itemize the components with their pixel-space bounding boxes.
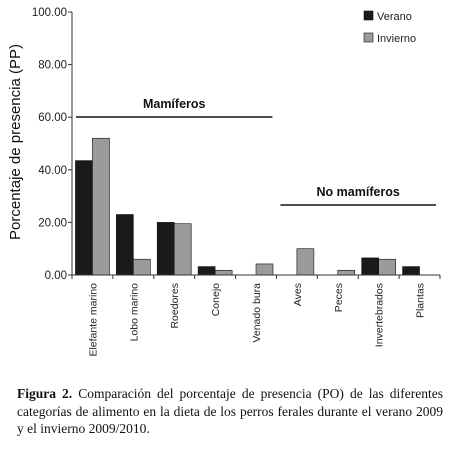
caption-text: Comparación del porcentaje de presencia … [17, 386, 444, 436]
legend-swatch [363, 32, 374, 43]
bar-verano-0 [75, 160, 93, 276]
legend-label: Invierno [377, 33, 416, 45]
y-tick-label: 0.00 [45, 270, 67, 282]
y-tick-label: 60.00 [38, 112, 67, 124]
x-tick-label: Plantas [415, 283, 427, 318]
x-tick-label: Aves [292, 283, 304, 306]
x-tick-label: Elefante marino [87, 283, 99, 357]
bar-chart: 0.00 20.00 40.00 60.00 80.00 100.00 Elefante … [7, 7, 441, 357]
x-tick-label: Peces [333, 283, 345, 312]
y-tick-label: 100.00 [32, 7, 67, 19]
x-tick-label: Lobo marino [128, 283, 140, 342]
bar-verano-8 [402, 266, 420, 276]
bars [75, 137, 420, 276]
y-axis: 0.00 20.00 40.00 60.00 80.00 100.00 [32, 7, 73, 282]
bar-invierno-4 [255, 263, 274, 276]
bar-invierno-0 [92, 137, 110, 276]
legend-swatch [363, 10, 374, 21]
group-label: Mamíferos [143, 97, 206, 111]
bar-verano-2 [156, 222, 175, 276]
x-axis: Elefante marino Lobo marino Roedores Conejo… [71, 274, 441, 357]
bar-invierno-2 [173, 223, 192, 276]
group-label: No mamíferos [317, 185, 400, 199]
x-tick-label: Conejo [210, 283, 222, 316]
y-tick-label: 40.00 [38, 165, 67, 177]
bar-verano-7 [361, 257, 379, 276]
bar-verano-3 [197, 266, 216, 276]
x-tick-label: Roedores [169, 283, 181, 329]
y-tick-label: 20.00 [38, 217, 67, 229]
bar-invierno-1 [133, 258, 151, 276]
bar-invierno-7 [378, 258, 396, 276]
category-groups: Mamíferos No mamíferos [76, 97, 436, 206]
figure-label: Figura 2. [17, 386, 73, 401]
figure-caption: Figura 2. Comparación del porcentaje de … [17, 385, 443, 438]
bar-invierno-3 [214, 269, 233, 276]
y-axis-label: Porcentaje de presencia (PP) [7, 44, 24, 240]
bar-invierno-5 [296, 248, 315, 276]
legend-label: Verano [377, 11, 412, 23]
x-tick-label: Invertebrados [374, 283, 386, 347]
x-tick-label: Venado bura [251, 283, 263, 343]
bar-invierno-6 [337, 269, 356, 276]
legend: Verano Invierno [363, 10, 416, 45]
y-tick-label: 80.00 [38, 60, 67, 72]
bar-verano-1 [116, 214, 134, 276]
